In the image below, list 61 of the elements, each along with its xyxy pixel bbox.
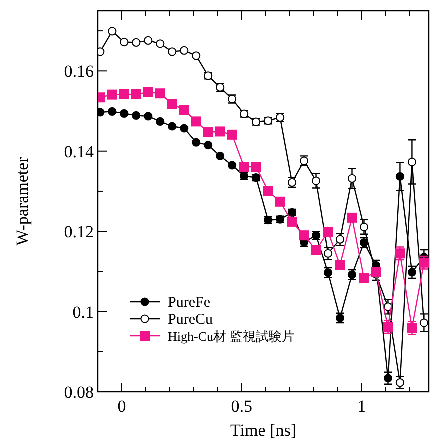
y-tick-label: 0.14: [64, 142, 94, 162]
point: [420, 318, 429, 328]
point: [108, 27, 117, 36]
point: [216, 152, 225, 160]
point: [168, 122, 177, 131]
point: [120, 38, 129, 47]
point: [192, 138, 201, 147]
point: [348, 174, 357, 183]
point: [119, 89, 130, 100]
point: [132, 111, 141, 120]
point: [360, 222, 369, 232]
point: [215, 126, 226, 137]
point: [203, 128, 214, 138]
point: [335, 260, 346, 270]
point: [359, 274, 370, 284]
point: [408, 158, 417, 166]
point: [275, 196, 286, 207]
point: [299, 230, 310, 241]
x-tick-label: 0.5: [231, 397, 253, 416]
point: [396, 172, 405, 181]
x-tick-label: 1: [358, 397, 366, 416]
y-tick-label: 0.1: [72, 302, 94, 322]
x-tick-label: 0: [118, 397, 126, 416]
point: [371, 267, 382, 278]
legend-label: PureCu: [168, 312, 214, 328]
point: [287, 216, 298, 227]
point: [323, 226, 334, 237]
point: [107, 90, 118, 100]
point: [108, 107, 117, 116]
legend-label: High-Cu材 監視試験片: [168, 329, 295, 344]
point: [347, 212, 358, 223]
point: [239, 162, 250, 172]
point: [311, 245, 322, 256]
point: [228, 161, 237, 170]
point: [227, 130, 238, 140]
x-axis-title: Time [ns]: [230, 421, 296, 440]
point: [144, 36, 153, 45]
point: [312, 176, 321, 186]
y-tick-label: 0.16: [64, 62, 94, 82]
y-axis-title: W-parameter: [13, 156, 32, 246]
point: [168, 48, 177, 56]
point: [179, 105, 190, 116]
point: [180, 46, 189, 56]
point: [167, 99, 178, 110]
legend-label: PureFe: [168, 295, 211, 311]
point: [191, 116, 202, 127]
point: [143, 87, 154, 98]
point: [156, 117, 165, 126]
point: [192, 52, 201, 60]
y-tick-label: 0.08: [64, 383, 94, 402]
point: [120, 109, 129, 118]
point: [155, 88, 166, 99]
point: [180, 124, 189, 133]
point: [156, 40, 165, 48]
point: [132, 38, 141, 47]
y-tick-label: 0.12: [64, 222, 94, 242]
point: [131, 89, 142, 100]
point: [204, 141, 213, 150]
point: [251, 162, 262, 172]
point: [263, 186, 274, 196]
point: [144, 112, 153, 121]
